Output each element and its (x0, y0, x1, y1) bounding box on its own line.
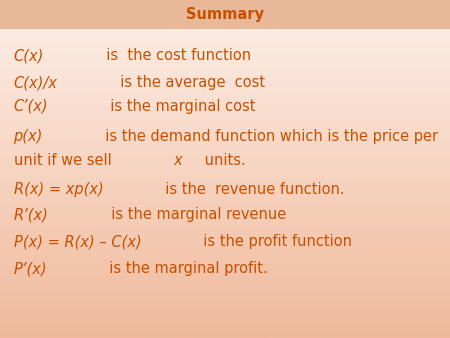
Text: is the marginal revenue: is the marginal revenue (102, 207, 286, 222)
Text: is  the cost function: is the cost function (97, 48, 251, 63)
Text: unit if we sell: unit if we sell (14, 153, 121, 168)
Text: is the  revenue function.: is the revenue function. (157, 182, 345, 197)
Text: is the average  cost: is the average cost (111, 75, 265, 90)
Text: C(x): C(x) (14, 48, 44, 63)
Text: R’(x): R’(x) (14, 207, 49, 222)
Text: x: x (174, 153, 182, 168)
Text: P(x) = R(x) – C(x): P(x) = R(x) – C(x) (14, 234, 141, 249)
Text: is the marginal profit.: is the marginal profit. (100, 261, 268, 276)
Text: units.: units. (199, 153, 245, 168)
Text: C’(x): C’(x) (14, 99, 48, 114)
Text: R(x) = xp(x): R(x) = xp(x) (14, 182, 103, 197)
Text: is the demand function which is the price per: is the demand function which is the pric… (96, 129, 438, 144)
Bar (0, 0, 450, 29)
Text: is the profit function: is the profit function (194, 234, 352, 249)
Text: is the marginal cost: is the marginal cost (101, 99, 256, 114)
Text: P’(x): P’(x) (14, 261, 47, 276)
Text: p(x): p(x) (14, 129, 43, 144)
Text: Summary: Summary (186, 7, 264, 22)
Text: C(x)/x: C(x)/x (14, 75, 58, 90)
